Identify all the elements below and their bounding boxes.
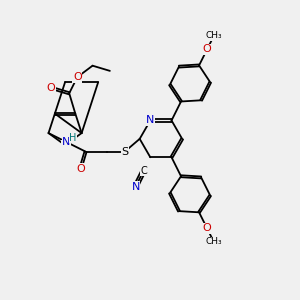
Text: C: C (140, 166, 147, 176)
Text: O: O (203, 224, 212, 233)
Text: CH₃: CH₃ (206, 237, 222, 246)
Text: N: N (146, 116, 154, 125)
Text: S: S (61, 140, 69, 150)
Text: O: O (203, 44, 212, 54)
Text: O: O (46, 83, 55, 93)
Text: N: N (131, 182, 140, 192)
Text: N: N (62, 137, 71, 147)
Text: H: H (69, 133, 76, 143)
Text: O: O (76, 164, 85, 174)
Text: O: O (73, 72, 82, 82)
Text: CH₃: CH₃ (206, 32, 222, 40)
Text: S: S (121, 147, 128, 157)
